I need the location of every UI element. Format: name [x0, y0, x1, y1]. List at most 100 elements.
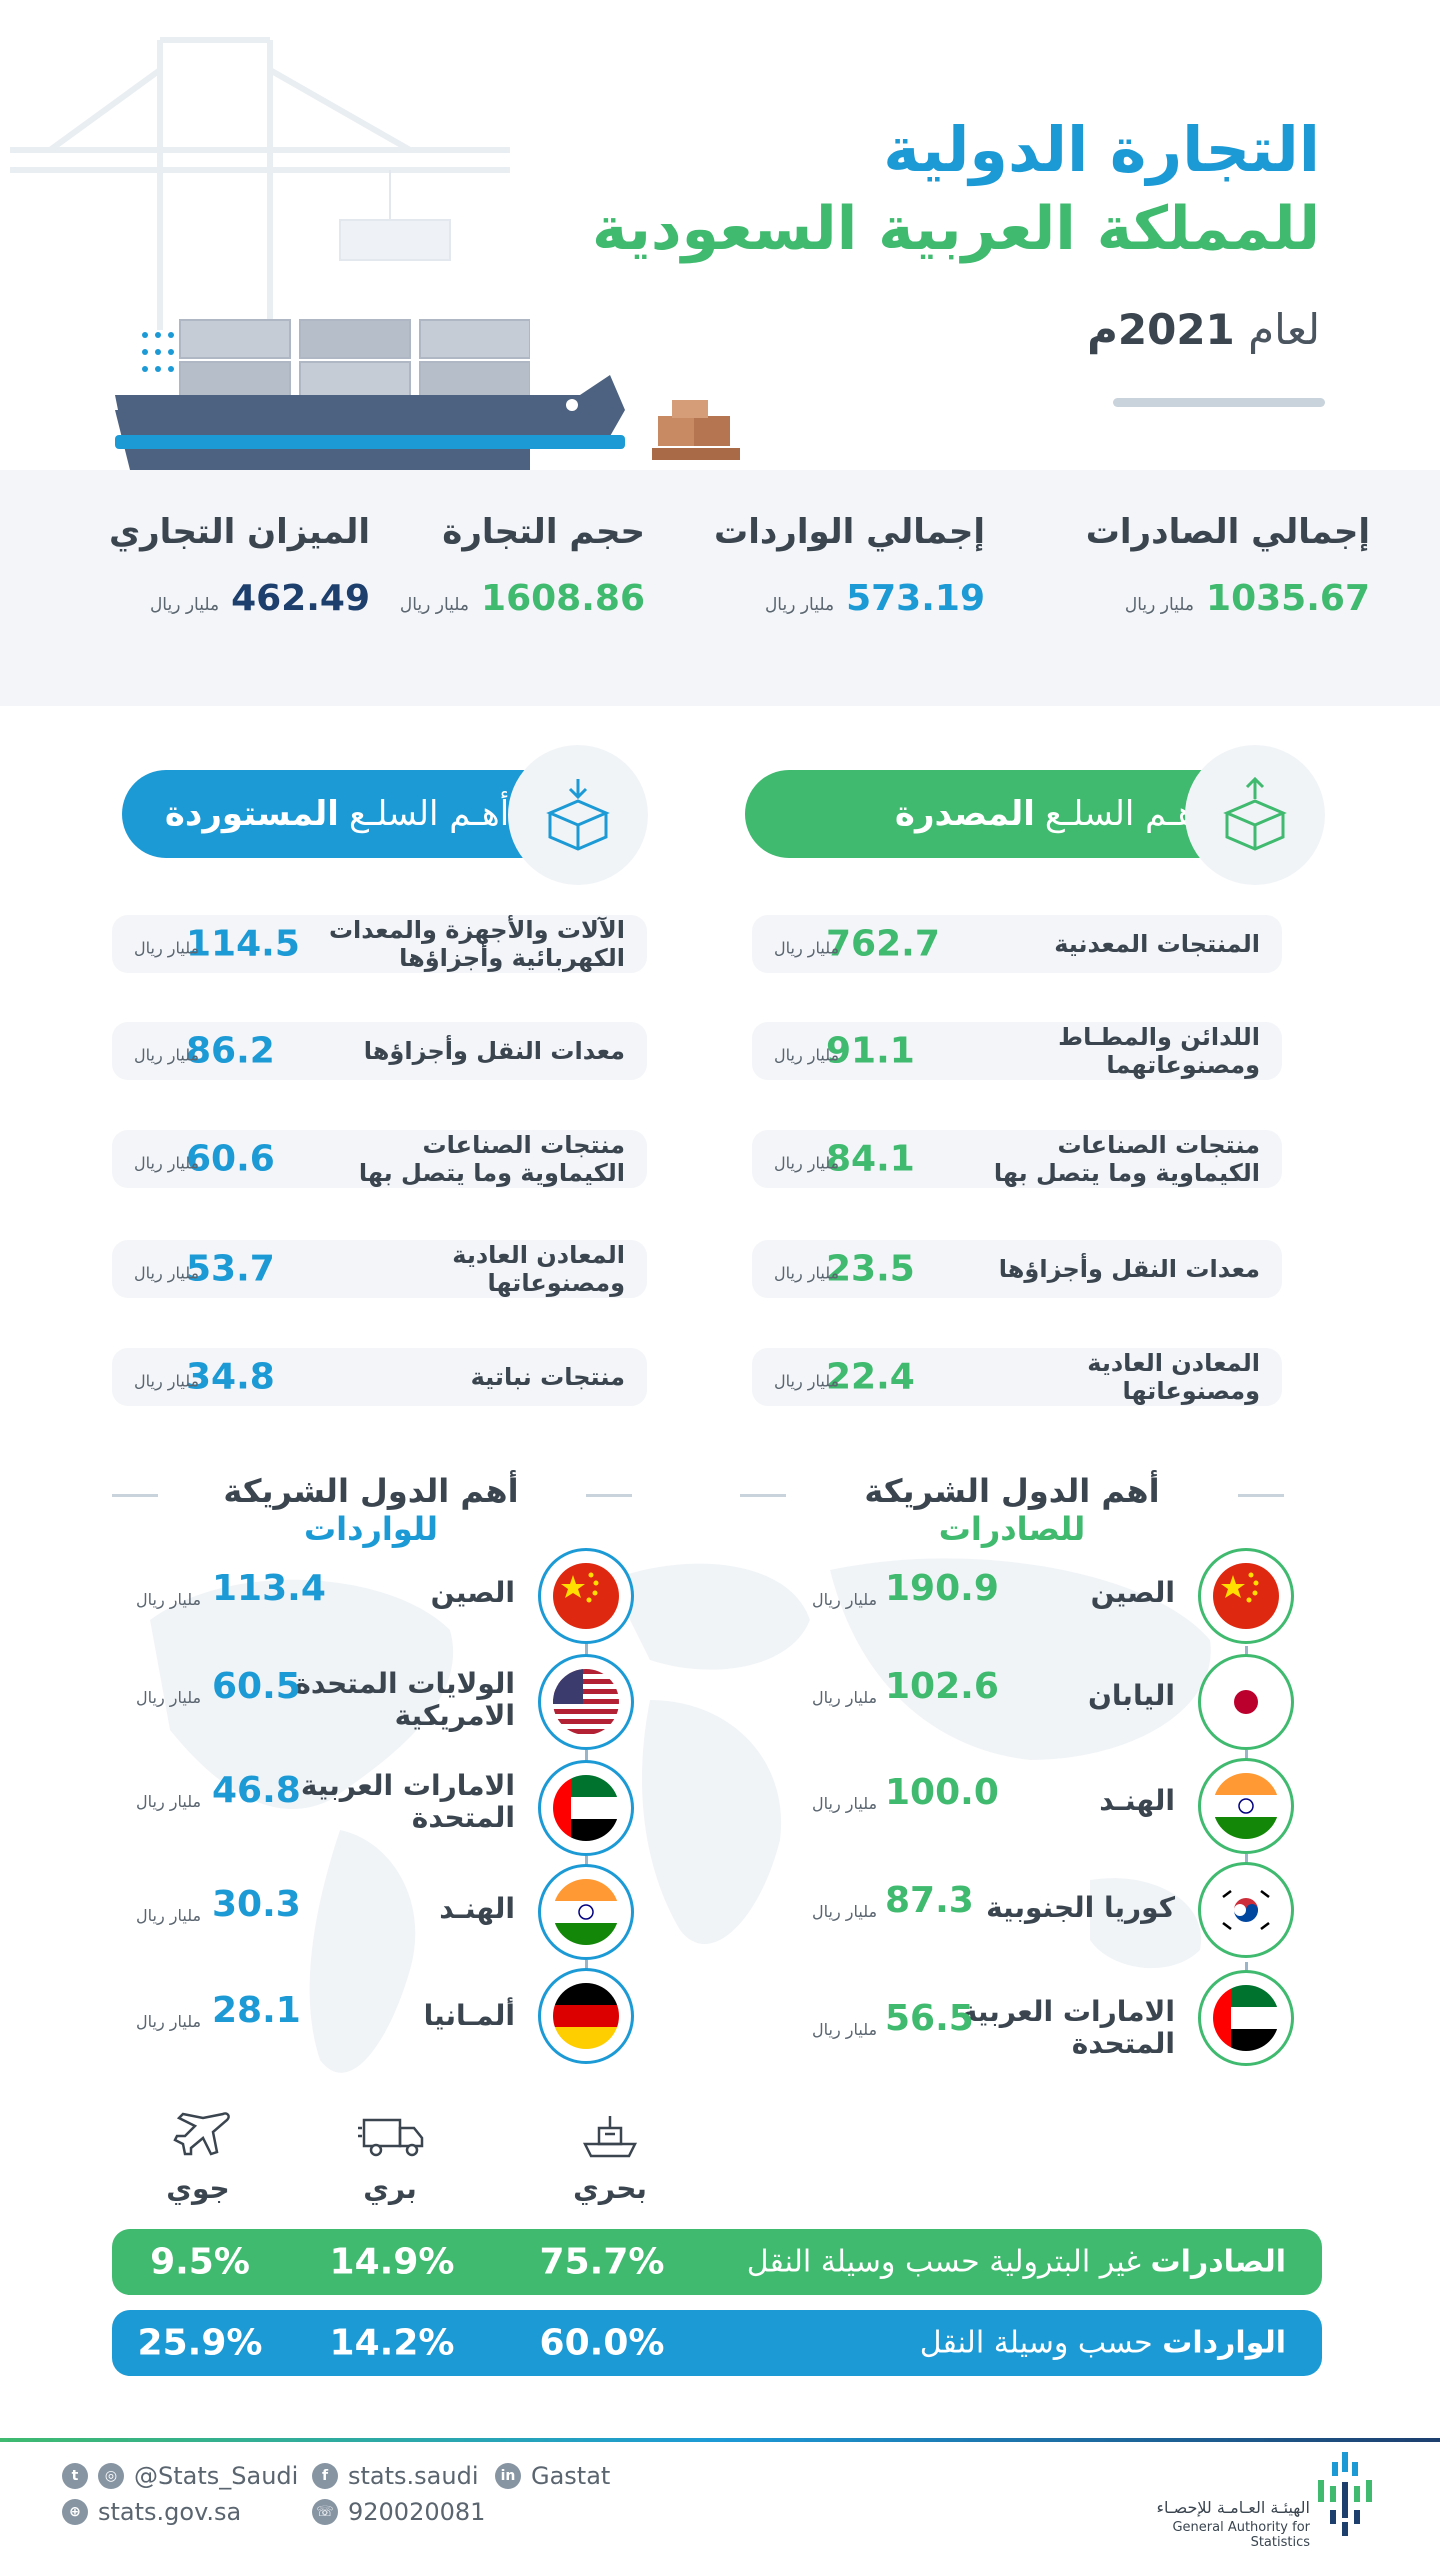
org-name-ar: الهيئـة العـامـة للإحصـاء — [1156, 2498, 1311, 2517]
mode-label-air: جوي — [166, 2172, 230, 2205]
footer-divider — [0, 2438, 1440, 2442]
partner-unit: مليار ريال — [136, 1590, 202, 1609]
commodity-value: 60.6 — [186, 1138, 275, 1180]
partner-unit: مليار ريال — [136, 1792, 202, 1811]
mode-label-land: بري — [363, 2172, 417, 2205]
total-exports: إجمالي الصادرات 1035.67 مليار ريال — [1070, 512, 1370, 619]
pill-label-prefix: أهـم السلـع — [348, 794, 510, 834]
title-line — [1238, 1494, 1284, 1497]
social-handle: @Stats_Saudi — [134, 2462, 299, 2490]
china-flag-icon — [1198, 1548, 1294, 1644]
social-linkedin[interactable]: in Gastat — [495, 2462, 610, 2490]
total-value: 1035.67 — [1206, 578, 1370, 619]
usa-flag-icon — [538, 1654, 634, 1750]
commodity-unit: مليار ريال — [134, 1045, 200, 1065]
export-commodity-row: منتجات الصناعات الكيماوية وما يتصل بها 8… — [752, 1130, 1282, 1188]
social-facebook[interactable]: f stats.saudi — [312, 2462, 479, 2490]
partner-name: الامارات العربية المتحدة — [300, 1769, 515, 1834]
partner-value: 28.1 — [212, 1990, 301, 2031]
partner-unit: مليار ريال — [812, 1902, 878, 1921]
facebook-icon: f — [312, 2463, 338, 2489]
air-percent: 9.5% — [150, 2241, 250, 2283]
import-commodity-row: المعادن العادية ومصنوعاتها 53.7 مليار ري… — [112, 1240, 647, 1298]
commodity-unit: مليار ريال — [774, 938, 840, 958]
hero-section: التجارة الدولية للمملكة العربية السعودية… — [0, 0, 1440, 470]
total-label: حجم التجارة — [442, 512, 645, 552]
commodity-value: 91.1 — [826, 1030, 915, 1072]
title-prefix: أهم الدول الشريكة — [864, 1472, 1160, 1510]
commodity-name: المعادن العادية ومصنوعاتها — [1087, 1349, 1260, 1405]
twitter-icon: t — [62, 2463, 88, 2489]
cargo-boxes-icon — [652, 400, 740, 460]
germany-flag-icon — [538, 1968, 634, 2064]
partner-value: 30.3 — [212, 1884, 301, 1925]
partner-name: اليابان — [1088, 1679, 1175, 1712]
exports-commodities-pill: أهـم السلـع المصدرة — [745, 770, 1265, 858]
gastat-logo-icon — [1318, 2452, 1372, 2536]
total-label: إجمالي الواردات — [714, 512, 985, 552]
import-commodity-row: منتجات الصناعات الكيماوية وما يتصل بها 6… — [112, 1130, 647, 1188]
total-unit: مليار ريال — [399, 595, 470, 615]
year-label: لعام 2021م — [1087, 305, 1320, 354]
partner-name: الصين — [430, 1576, 515, 1609]
total-trade-volume: حجم التجارة 1608.86 مليار ريال — [345, 512, 645, 619]
bar-label: الواردات حسب وسيلة النقل — [920, 2326, 1286, 2361]
exports-transport-bar: الصادرات غير البترولية حسب وسيلة النقل 7… — [112, 2229, 1322, 2295]
commodity-unit: مليار ريال — [134, 1263, 200, 1283]
sea-percent: 60.0% — [539, 2322, 665, 2364]
year-value: 2021م — [1087, 305, 1235, 354]
export-commodity-row: معدات النقل وأجزاؤها 23.5 مليار ريال — [752, 1240, 1282, 1298]
south-korea-flag-icon — [1198, 1862, 1294, 1958]
page-subtitle: للمملكة العربية السعودية — [591, 194, 1320, 264]
partner-name: الصين — [1090, 1576, 1175, 1609]
japan-flag-icon — [1198, 1654, 1294, 1750]
total-imports: إجمالي الواردات 573.19 مليار ريال — [685, 512, 985, 619]
year-underline — [1113, 398, 1325, 407]
title-bold: للصادرات — [938, 1510, 1086, 1548]
total-unit: مليار ريال — [149, 595, 220, 615]
social-twitter-instagram[interactable]: t ◎ @Stats_Saudi — [62, 2462, 298, 2490]
truck-icon — [358, 2118, 424, 2157]
commodity-unit: مليار ريال — [774, 1153, 840, 1173]
exports-partners-title: أهم الدول الشريكة للصادرات — [790, 1472, 1234, 1548]
china-flag-icon — [538, 1548, 634, 1644]
import-commodity-row: معدات النقل وأجزاؤها 86.2 مليار ريال — [112, 1022, 647, 1080]
title-block: التجارة الدولية للمملكة العربية السعودية — [560, 110, 1320, 268]
commodity-name: منتجات نباتية — [470, 1363, 625, 1391]
commodity-value: 34.8 — [186, 1356, 275, 1398]
commodity-value: 53.7 — [186, 1248, 275, 1290]
linkedin-icon: in — [495, 2463, 521, 2489]
uae-flag-icon — [1198, 1970, 1294, 2066]
title-prefix: أهم الدول الشريكة — [223, 1472, 519, 1510]
partner-name: كوريا الجنوبية — [986, 1891, 1175, 1924]
partner-name: الامارات العربية المتحدة — [960, 1995, 1175, 2060]
partner-value: 87.3 — [885, 1880, 974, 1921]
export-commodity-row: اللدائن والمطـاط ومصنوعاتهما 91.1 مليار … — [752, 1022, 1282, 1080]
commodity-name: اللدائن والمطـاط ومصنوعاتهما — [1058, 1023, 1260, 1079]
partner-unit: مليار ريال — [812, 2020, 878, 2039]
partner-unit: مليار ريال — [812, 1590, 878, 1609]
totals-band: إجمالي الصادرات 1035.67 مليار ريال إجمال… — [0, 470, 1440, 706]
partner-value: 190.9 — [885, 1568, 999, 1609]
commodity-name: منتجات الصناعات الكيماوية وما يتصل بها — [358, 1131, 625, 1187]
phone-link[interactable]: ☏ 920020081 — [312, 2498, 485, 2526]
org-name-en: General Authority for Statistics — [1172, 2520, 1310, 2550]
india-flag-icon — [1198, 1758, 1294, 1854]
website-link[interactable]: ⊕ stats.gov.sa — [62, 2498, 241, 2526]
imports-partners-title: أهم الدول الشريكة للواردات — [160, 1472, 582, 1548]
partner-unit: مليار ريال — [136, 2012, 202, 2031]
world-map-background — [150, 1558, 1211, 2073]
commodity-name: الآلات والأجهزة والمعدات الكهربائية وأجز… — [328, 916, 625, 972]
commodity-unit: مليار ريال — [774, 1371, 840, 1391]
ship-hull-icon — [115, 375, 625, 449]
mode-label-sea: بحري — [573, 2172, 647, 2205]
social-handle: stats.saudi — [348, 2462, 479, 2490]
title-line — [740, 1494, 786, 1497]
partner-value: 113.4 — [212, 1568, 326, 1609]
bar-label-rest: غير البترولية حسب وسيلة النقل — [746, 2244, 1141, 2280]
globe-icon: ⊕ — [62, 2499, 88, 2525]
export-commodity-row: المعادن العادية ومصنوعاتها 22.4 مليار ري… — [752, 1348, 1282, 1406]
commodity-name: معدات النقل وأجزاؤها — [363, 1037, 625, 1065]
india-flag-icon — [538, 1864, 634, 1960]
partner-name: ألمـانيا — [423, 1999, 515, 2032]
